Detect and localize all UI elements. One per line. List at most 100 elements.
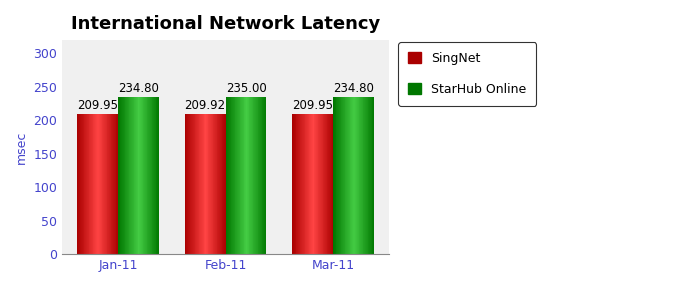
Bar xyxy=(207,114,208,254)
Bar xyxy=(333,97,334,254)
Bar xyxy=(322,114,323,254)
Bar xyxy=(97,114,98,254)
Bar xyxy=(259,97,260,254)
Bar xyxy=(253,97,254,254)
Bar xyxy=(324,114,325,254)
Bar xyxy=(293,114,294,254)
Bar xyxy=(219,114,220,254)
Bar xyxy=(139,97,140,254)
Bar xyxy=(326,114,327,254)
Bar xyxy=(365,97,366,254)
Bar xyxy=(158,97,159,254)
Bar xyxy=(309,114,310,254)
Bar xyxy=(341,97,342,254)
Bar xyxy=(357,97,358,254)
Bar xyxy=(350,97,351,254)
Bar xyxy=(184,114,186,254)
Bar xyxy=(204,114,205,254)
Bar xyxy=(311,114,312,254)
Bar xyxy=(335,97,337,254)
Bar xyxy=(304,114,305,254)
Bar xyxy=(122,97,123,254)
Bar xyxy=(116,114,117,254)
Bar xyxy=(112,114,113,254)
Bar xyxy=(196,114,197,254)
Bar xyxy=(331,114,333,254)
Bar xyxy=(192,114,193,254)
Bar xyxy=(187,114,188,254)
Bar xyxy=(104,114,105,254)
Bar xyxy=(238,97,240,254)
Bar xyxy=(193,114,194,254)
Bar xyxy=(93,114,94,254)
Bar xyxy=(342,97,343,254)
Bar xyxy=(103,114,104,254)
Bar xyxy=(310,114,311,254)
Bar xyxy=(308,114,309,254)
Bar xyxy=(368,97,370,254)
Bar xyxy=(306,114,307,254)
Bar xyxy=(343,97,344,254)
Bar xyxy=(102,114,103,254)
Bar xyxy=(263,97,264,254)
Bar xyxy=(137,97,138,254)
Bar xyxy=(143,97,144,254)
Bar xyxy=(225,97,227,254)
Bar xyxy=(111,114,112,254)
Bar xyxy=(305,114,306,254)
Bar xyxy=(98,114,99,254)
Bar xyxy=(201,114,202,254)
Bar xyxy=(190,114,191,254)
Bar xyxy=(211,114,212,254)
Bar xyxy=(314,114,316,254)
Bar xyxy=(128,97,130,254)
Bar xyxy=(352,97,353,254)
Bar xyxy=(216,114,217,254)
Bar xyxy=(299,114,300,254)
Bar xyxy=(154,97,155,254)
Bar xyxy=(202,114,203,254)
Bar xyxy=(189,114,190,254)
Text: 209.95: 209.95 xyxy=(292,99,333,112)
Bar xyxy=(155,97,156,254)
Bar xyxy=(294,114,295,254)
Bar xyxy=(150,97,151,254)
Bar xyxy=(147,97,148,254)
Bar xyxy=(156,97,157,254)
Bar xyxy=(325,114,326,254)
Bar xyxy=(86,114,87,254)
Bar xyxy=(90,114,91,254)
Bar xyxy=(115,114,116,254)
Bar xyxy=(215,114,216,254)
Bar xyxy=(296,114,297,254)
Bar xyxy=(113,114,114,254)
Bar xyxy=(232,97,233,254)
Bar xyxy=(127,97,128,254)
Bar xyxy=(245,97,246,254)
Bar xyxy=(242,97,244,254)
Bar xyxy=(106,114,107,254)
Bar xyxy=(105,114,106,254)
Bar xyxy=(234,97,236,254)
Bar xyxy=(248,97,249,254)
Bar xyxy=(94,114,95,254)
Bar xyxy=(205,114,206,254)
Bar xyxy=(124,97,126,254)
Bar xyxy=(257,97,258,254)
Bar xyxy=(84,114,85,254)
Bar xyxy=(195,114,196,254)
Bar xyxy=(186,114,187,254)
Bar xyxy=(80,114,81,254)
Bar xyxy=(114,114,115,254)
Bar xyxy=(148,97,149,254)
Bar xyxy=(223,114,224,254)
Bar xyxy=(136,97,137,254)
Bar xyxy=(134,97,135,254)
Bar xyxy=(99,114,100,254)
Bar xyxy=(231,97,232,254)
Bar xyxy=(92,114,93,254)
Bar xyxy=(262,97,263,254)
Bar xyxy=(361,97,362,254)
Bar xyxy=(334,97,335,254)
Bar xyxy=(213,114,214,254)
